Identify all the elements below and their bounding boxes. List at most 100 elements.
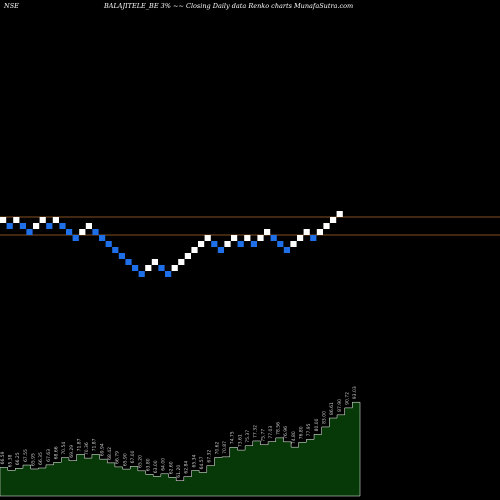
renko-brick-up: [231, 235, 238, 241]
renko-brick-up: [151, 259, 158, 265]
area-series: [0, 401, 361, 497]
renko-brick-down: [59, 223, 66, 229]
renko-brick-up: [171, 265, 178, 271]
renko-brick-up: [184, 253, 191, 259]
renko-brick-down: [270, 235, 277, 241]
renko-brick-up: [52, 217, 59, 223]
renko-brick-down: [283, 247, 290, 253]
renko-brick-up: [13, 217, 20, 223]
area-value-label: 70.54: [61, 442, 67, 455]
area-value-label: 62.84: [184, 461, 190, 474]
area-value-label: 63.80: [145, 458, 151, 471]
area-value-label: 67.63: [46, 449, 52, 462]
renko-brick-down: [6, 223, 13, 229]
renko-brick-down: [19, 223, 26, 229]
area-value-label: 61.20: [176, 465, 182, 478]
renko-brick-down: [138, 271, 145, 277]
renko-brick-up: [303, 229, 310, 235]
renko-brick-down: [211, 241, 218, 247]
area-value-label: 69.94: [99, 443, 105, 456]
area-value-label: 65.20: [138, 455, 144, 468]
price-labels: 66.59 65.38 66.25 67.55 65.95 66.35 67.63 68.66…: [0, 386, 358, 478]
area-value-label: 75.37: [245, 430, 251, 443]
area-value-label: 66.35: [38, 452, 44, 465]
renko-brick-up: [178, 259, 185, 265]
renko-brick-down: [112, 247, 119, 253]
renko-brick-up: [257, 235, 264, 241]
renko-brick-up: [191, 247, 198, 253]
area-value-label: 68.66: [53, 446, 59, 459]
renko-brick-up: [224, 241, 231, 247]
renko-brick-up: [0, 217, 7, 223]
area-value-label: 63.00: [153, 460, 159, 473]
area-value-label: 73.61: [237, 434, 243, 447]
area-value-label: 77.95: [306, 423, 312, 436]
area-value-label: 67.55: [23, 449, 29, 462]
renko-brick-down: [158, 265, 165, 271]
area-value-label: 93.03: [352, 386, 358, 399]
area-value-label: 70.87: [222, 441, 228, 454]
area-value-label: 76.96: [283, 426, 289, 439]
renko-brick-down: [237, 241, 244, 247]
area-value-label: 67.32: [207, 450, 213, 463]
renko-brick-down: [250, 241, 257, 247]
renko-brick-up: [204, 235, 211, 241]
area-value-label: 69.29: [69, 445, 75, 458]
renko-brick-up: [79, 229, 86, 235]
renko-brick-down: [277, 241, 284, 247]
renko-brick-up: [264, 229, 271, 235]
renko-brick-down: [46, 223, 53, 229]
renko-brick-down: [118, 253, 125, 259]
area-value-label: 65.38: [7, 454, 13, 467]
area-value-label: 64.00: [161, 458, 167, 471]
renko-brick-up: [244, 235, 251, 241]
renko-brick-up: [297, 235, 304, 241]
renko-brick-down: [72, 235, 79, 241]
renko-brick-down: [132, 265, 139, 271]
area-value-label: 90.72: [345, 392, 351, 405]
area-value-label: 74.80: [291, 431, 297, 444]
renko-brick-down: [105, 241, 112, 247]
renko-brick-down: [310, 235, 317, 241]
area-value-label: 80.00: [314, 418, 320, 431]
renko-brick-down: [217, 247, 224, 253]
area-value-label: 77.03: [268, 426, 274, 439]
renko-brick-up: [145, 265, 152, 271]
renko-brick-up: [33, 223, 40, 229]
area-value-label: 66.59: [0, 451, 6, 464]
area-value-label: 65.95: [30, 453, 36, 466]
area-value-label: 78.56: [276, 422, 282, 435]
area-value-label: 65.34: [191, 454, 197, 467]
area-value-label: 66.79: [115, 451, 121, 464]
renko-brick-up: [323, 223, 330, 229]
renko-brick-up: [330, 217, 337, 223]
renko-brick-down: [66, 229, 73, 235]
renko-brick-up: [316, 229, 323, 235]
renko-brick-up: [336, 211, 343, 217]
area-value-label: 77.32: [253, 425, 259, 438]
area-value-label: 65.90: [122, 453, 128, 466]
area-value-label: 74.75: [230, 431, 236, 444]
renko-brick-up: [198, 241, 205, 247]
renko-brick-down: [26, 229, 33, 235]
area-value-label: 67.00: [130, 450, 136, 463]
renko-brick-down: [92, 229, 99, 235]
area-value-label: 68.42: [107, 447, 113, 460]
area-value-label: 64.57: [199, 456, 205, 469]
renko-brick-down: [125, 259, 132, 265]
area-value-label: 70.36: [84, 442, 90, 455]
area-value-label: 66.25: [15, 452, 21, 465]
area-value-label: 87.90: [337, 399, 343, 412]
renko-brick-down: [165, 271, 172, 277]
renko-brick-down: [99, 235, 106, 241]
exchange-label: NSE: [4, 2, 19, 10]
area-value-label: 70.62: [214, 441, 220, 454]
renko-brick-up: [39, 217, 46, 223]
area-value-label: 75.77: [260, 429, 266, 442]
renko-brick-up: [85, 223, 92, 229]
area-value-label: 71.87: [92, 438, 98, 451]
renko-brick-up: [290, 241, 297, 247]
chart-title: BALAJITELE_BE 3% ~~ Closing Daily data R…: [104, 2, 354, 10]
reference-lines: [0, 216, 500, 236]
